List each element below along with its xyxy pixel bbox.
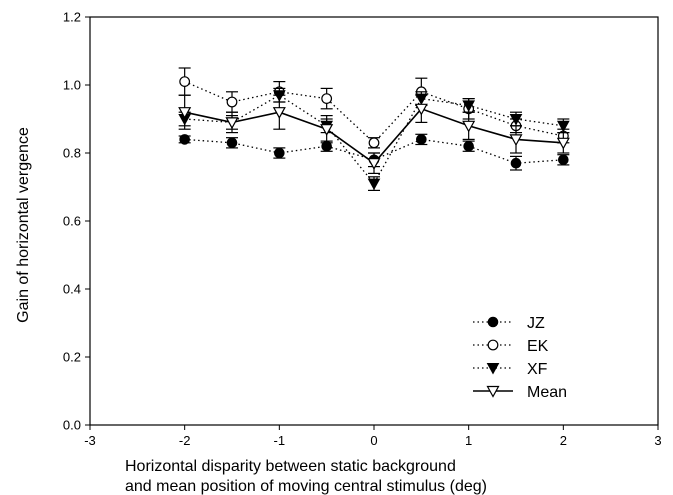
data-point-mean (178, 107, 192, 119)
data-point-mean (225, 117, 239, 130)
data-point-mean (414, 103, 428, 116)
data-point-mean (556, 137, 570, 150)
data-point-mean (272, 107, 286, 119)
y-tick-label: 0.2 (63, 350, 81, 365)
x-tick-label: -3 (84, 433, 96, 448)
data-point-mean (462, 120, 476, 133)
data-series (178, 67, 570, 191)
legend-entry-jz: JZ (473, 315, 545, 332)
plot-area-border (89, 16, 659, 426)
plot-frame (89, 16, 659, 426)
legend-marker (487, 339, 499, 351)
data-point-xf (509, 114, 523, 126)
x-tick-label: -1 (274, 433, 286, 448)
data-point-mean (367, 158, 381, 170)
y-tick-label: 0.8 (63, 146, 81, 161)
data-point-ek (321, 93, 333, 104)
legend-label: Mean (527, 384, 567, 401)
legend-label: XF (527, 361, 548, 378)
x-tick-label: 2 (560, 433, 567, 448)
data-point-ek (368, 137, 380, 149)
legend: JZ EK XF Mean (473, 315, 567, 401)
data-point-jz (558, 154, 569, 166)
y-tick-label: 0.0 (63, 418, 81, 433)
legend-label: JZ (527, 315, 545, 332)
legend-label: EK (527, 338, 549, 355)
data-point-jz (274, 147, 285, 159)
legend-entry-ek: EK (473, 338, 549, 355)
axis-ticks: -3 -2 -1 0 1 2 3 0.0 0.2 0.4 0.6 0.8 1.0 1.2 (63, 10, 662, 449)
x-tick-label: 1 (465, 433, 472, 448)
y-tick-label: 1.2 (63, 10, 81, 25)
series-line-jz (184, 138, 564, 164)
series-jz (178, 133, 570, 171)
data-point-ek (226, 96, 238, 108)
data-point-ek (179, 76, 191, 87)
data-point-mean (509, 134, 523, 147)
y-axis-label: Gain of horizontal vergence (15, 127, 32, 323)
legend-marker (486, 363, 500, 375)
legend-marker (486, 385, 500, 398)
y-tick-label: 0.4 (63, 282, 81, 297)
data-point-jz (463, 140, 474, 152)
x-tick-label: -2 (179, 433, 191, 448)
series-mean (178, 94, 570, 174)
y-tick-label: 0.6 (63, 214, 81, 229)
x-tick-label: 0 (370, 433, 377, 448)
x-axis-label-line-2: and mean position of moving central stim… (125, 478, 487, 495)
legend-entry-xf: XF (473, 361, 548, 378)
legend-marker (487, 316, 499, 328)
data-point-jz (416, 134, 427, 145)
x-axis-label-line-1: Horizontal disparity between static back… (125, 458, 456, 475)
data-point-jz (510, 157, 522, 169)
data-point-jz (179, 134, 190, 145)
y-tick-label: 1.0 (63, 78, 81, 93)
data-point-xf (462, 100, 476, 112)
x-tick-label: 3 (654, 433, 661, 448)
data-point-mean (320, 124, 334, 136)
data-point-xf (367, 178, 381, 191)
data-point-xf (556, 120, 570, 133)
data-point-jz (226, 137, 238, 149)
legend-entry-mean: Mean (473, 384, 567, 401)
series-line-ek (184, 81, 564, 144)
